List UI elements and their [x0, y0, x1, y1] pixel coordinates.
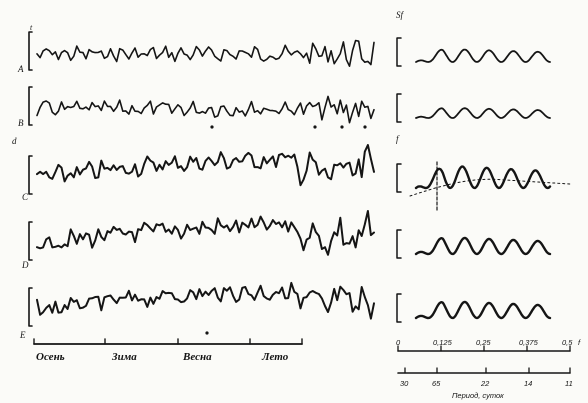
- row-label: Е: [19, 330, 26, 340]
- spectra-ylabel: Sf: [396, 10, 405, 20]
- frequency-tick-label: 0,25: [476, 338, 491, 347]
- spectrum-line: [414, 165, 552, 190]
- time-series-line: [36, 281, 375, 320]
- marker-dot: [340, 125, 344, 129]
- row-bracket: [28, 287, 33, 327]
- season-label: Весна: [182, 351, 212, 363]
- row-bracket: [28, 31, 33, 71]
- spectrum-bracket: [396, 293, 402, 323]
- time-series-line: [36, 95, 375, 124]
- season-label: Зима: [111, 351, 137, 363]
- season-label: Осень: [36, 351, 65, 363]
- time-series-line: [36, 144, 375, 187]
- row-bracket: [28, 86, 33, 126]
- frequency-tick-label: 0,125: [433, 338, 453, 347]
- time-series-line: [36, 210, 375, 256]
- marker-dot: [313, 125, 317, 129]
- row-bracket: [28, 221, 33, 261]
- spectrum-bracket: [396, 93, 402, 123]
- row-bracket: [28, 155, 33, 195]
- spectra-panel: f Sf: [396, 10, 571, 323]
- marker-dot: [363, 125, 367, 129]
- row-label: А: [17, 64, 24, 74]
- frequency-unit: f: [578, 338, 581, 347]
- spectrum-line: [415, 48, 551, 63]
- spectrum-bracket: [396, 37, 402, 67]
- period-tick-label: 22: [480, 379, 490, 388]
- spectrum-bracket: [396, 163, 402, 193]
- period-tick-label: 65: [432, 379, 441, 388]
- time-series-line: [36, 39, 375, 67]
- row-label: С: [22, 192, 29, 202]
- period-tick-label: 30: [400, 379, 409, 388]
- row-top-label: t: [30, 23, 33, 32]
- period-tick-label: 11: [565, 379, 573, 388]
- marker-label: d: [12, 136, 17, 146]
- frequency-tick-label: 0: [396, 338, 401, 347]
- peak-marker-label: f: [396, 134, 400, 144]
- season-label: Лето: [261, 351, 289, 363]
- period-axis-title: Период, суток: [452, 391, 504, 400]
- marker-dot: [210, 125, 214, 129]
- spectrum-line: [414, 236, 552, 256]
- spectrum-bracket: [396, 229, 402, 259]
- marker-dot: [205, 331, 209, 335]
- frequency-tick-label: 0,5: [562, 338, 573, 347]
- time-series-panel: А В С D Еt d: [12, 23, 375, 340]
- spectrum-line: [415, 107, 551, 119]
- period-tick-label: 14: [524, 379, 532, 388]
- reference-curve: [409, 178, 571, 197]
- row-label: D: [21, 260, 29, 270]
- spectrum-line: [414, 300, 552, 320]
- row-label: В: [18, 118, 24, 128]
- frequency-tick-label: 0,375: [519, 338, 539, 347]
- axes-group: Осень Зима Весна Лето 0 0,125 0,25 0,375 0,5 f 30 6…: [33, 338, 581, 400]
